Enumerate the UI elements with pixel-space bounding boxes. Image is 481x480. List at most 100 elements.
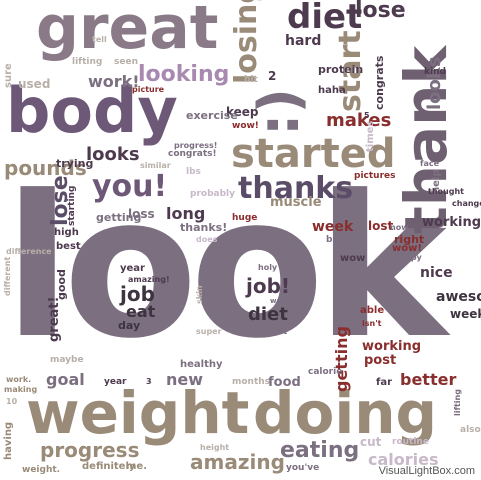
word-me: year [104,377,127,387]
word-maybe: maybe [50,355,84,365]
word-wow-excl: wow! [392,243,422,254]
word-doing: doing [253,379,438,447]
word-you-excl: you! [92,169,168,204]
word-trying: used [18,77,51,91]
word-up: 5 [364,111,370,120]
word-year: year [120,263,145,274]
word-progress: progress [40,438,140,462]
word-oh: 3 [146,377,152,386]
watermark: VisualLightBox.com [378,465,475,477]
word-little: awesome [436,289,481,305]
word-looking: looking [138,62,230,87]
word-looks: looks [86,144,140,165]
word-hard: work! [88,72,140,91]
word-holy: different [3,256,12,296]
word-help: went [262,327,288,337]
word-muscle: hard [285,33,322,49]
word-awesome-excl: wow! [232,121,259,131]
word-2: wow [340,253,366,264]
word-bit: haha [318,85,346,96]
word-times: kind [424,67,446,77]
word-goal: week [450,307,481,321]
word-right: pounds [4,156,87,180]
word-gym: cut [360,435,382,449]
word-weight: weight [26,379,250,447]
word-able: now. [390,223,412,232]
word-5: amazing! [128,275,170,284]
word-calorie: weight. [22,465,61,475]
word-job: job [120,282,155,306]
word-diet: diet [248,304,288,325]
word-thanks-excl: better [400,370,457,389]
word-started: started [231,131,396,177]
word-fat: diet [287,0,363,37]
word-different: starting [67,185,77,226]
word-super: does [196,235,218,244]
word-hope: keep [226,105,259,119]
word-kind: able [360,305,385,316]
word-difference: height [200,443,230,452]
word-eating: eating [280,438,360,463]
word-isnt: happy [394,253,422,262]
word-getting: getting [332,326,351,392]
word-ill: protein [318,63,364,76]
word-awesome: looks [424,56,445,110]
word-job-excl: job! [246,274,291,298]
word-best: trying [56,157,94,170]
word-also: thought [428,187,464,196]
word-better: goal [46,370,85,389]
word-long: new [166,370,204,389]
word-congrats-excl: picture [132,85,165,94]
word-amazing-excl: having [3,421,14,460]
word-probably: healthy [180,359,223,370]
word-used: bit [244,75,258,85]
word-routine: holy [258,263,278,272]
word-weight-dot: you've [286,463,320,473]
word-far: super [196,327,222,336]
word-pounds: thanks! [180,221,228,234]
word-keep: lost [368,219,394,233]
word-thanks: thanks [238,171,354,206]
word-sure: great! [47,296,62,342]
word-calories: calories [368,450,439,469]
word-loss: food [268,375,301,390]
word-working: working [422,215,481,230]
word-post: nice [420,265,453,281]
word-pictures: similar [140,161,171,170]
word-bad: lbs [186,167,201,177]
word-definitely: sure [3,63,14,88]
word-exercise: huge [232,213,258,223]
word-similar: months [232,377,271,387]
word-picture: probably [190,189,235,199]
word-it: 2 [268,69,277,83]
word-happy: congrats! [168,149,217,159]
word-workout: skin [195,285,204,304]
word-lifting: times [365,120,376,152]
word-body: body [6,74,178,147]
word-now: progress! [174,141,218,150]
word-does: best [56,241,81,252]
word-day: losing [229,0,264,84]
word-thought: face [420,159,440,168]
word-cut: right [394,233,425,246]
word-losing: day [118,319,141,332]
word-10: difference [6,247,52,256]
word-congrats: muscle [270,195,322,210]
word-start: eat [126,302,156,321]
word-having: routine [392,437,429,447]
word-starting: lifting [72,57,103,67]
word-protein: lifting [453,389,462,416]
word-lost: makes [326,110,392,131]
word-3: 10 [6,397,18,406]
word-height: workout [270,297,303,305]
word-great-excl: congrats [373,55,386,110]
word-huge: calorie [308,367,343,377]
word-face: isn't [362,319,382,328]
word-skin: high [54,227,79,238]
word-great: great [36,0,219,63]
word-tell: seen [114,57,138,67]
word-healthy: definitely [82,461,136,472]
word-work-excl: long [166,204,206,223]
word-amazing: amazing [190,450,285,474]
